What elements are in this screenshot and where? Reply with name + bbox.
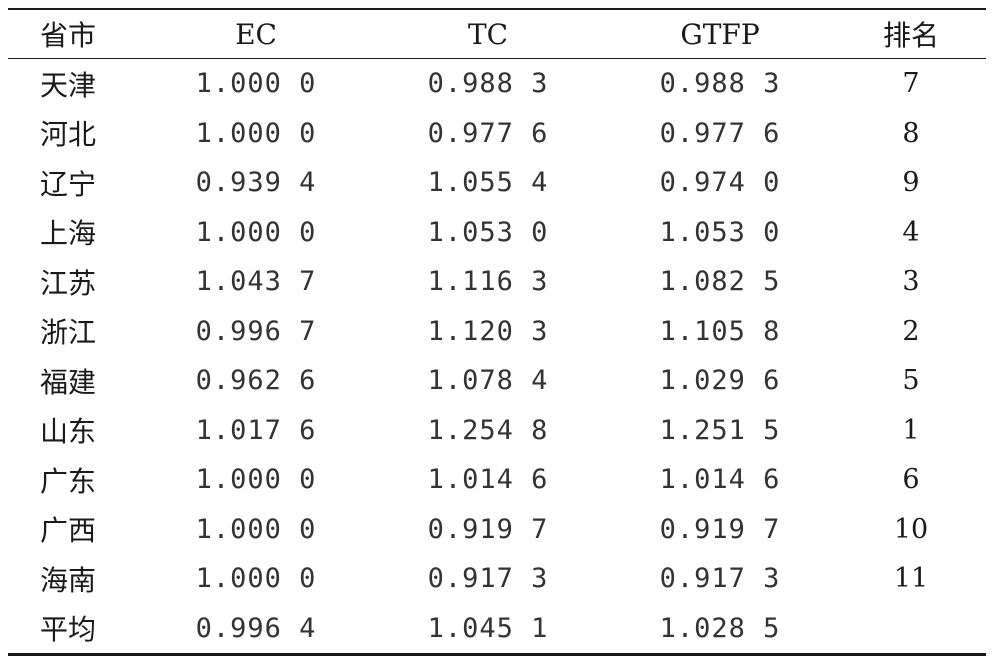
cell-tc: 1.254 8 [427, 414, 549, 446]
table-row: 山东 1.017 6 1.254 8 1.251 5 1 [8, 406, 986, 456]
cell-rank: 9 [902, 167, 920, 199]
table-bottom-rule [8, 653, 986, 656]
cell-rank: 4 [902, 216, 920, 248]
cell-region: 平均 [40, 613, 97, 647]
cell-rank: 6 [902, 464, 920, 496]
header-region: 省市 [40, 19, 97, 52]
table-row: 江苏 1.043 7 1.116 3 1.082 5 3 [8, 257, 986, 307]
cell-ec: 1.000 0 [195, 216, 317, 248]
cell-gtfp: 1.014 6 [659, 464, 781, 496]
cell-region: 福建 [40, 365, 97, 399]
cell-rank: 7 [902, 68, 920, 100]
cell-region: 浙江 [40, 316, 97, 350]
cell-rank: 8 [902, 117, 920, 149]
cell-ec: 1.017 6 [195, 414, 317, 446]
cell-gtfp: 1.105 8 [659, 315, 781, 347]
cell-gtfp: 0.977 6 [659, 117, 781, 149]
cell-tc: 1.014 6 [427, 464, 549, 496]
table-row: 上海 1.000 0 1.053 0 1.053 0 4 [8, 208, 986, 258]
cell-ec: 0.962 6 [195, 365, 317, 397]
table-row: 辽宁 0.939 4 1.055 4 0.974 0 9 [8, 158, 986, 208]
cell-tc: 0.919 7 [427, 513, 549, 545]
cell-region: 上海 [40, 217, 97, 251]
cell-gtfp: 1.251 5 [659, 414, 781, 446]
cell-region: 辽宁 [40, 167, 97, 201]
table-row: 浙江 0.996 7 1.120 3 1.105 8 2 [8, 307, 986, 357]
cell-tc: 1.116 3 [427, 266, 549, 298]
table-row: 天津 1.000 0 0.988 3 0.988 3 7 [8, 59, 986, 109]
cell-ec: 1.000 0 [195, 464, 317, 496]
table-row: 广东 1.000 0 1.014 6 1.014 6 6 [8, 455, 986, 505]
header-rank: 排名 [882, 19, 939, 52]
table-header-rule [8, 58, 986, 59]
table-row: 广西 1.000 0 0.919 7 0.919 7 10 [8, 505, 986, 555]
cell-region: 广西 [40, 514, 97, 548]
cell-tc: 1.053 0 [427, 216, 549, 248]
cell-gtfp: 1.029 6 [659, 365, 781, 397]
cell-ec: 0.939 4 [195, 167, 317, 199]
cell-rank: 10 [893, 513, 929, 545]
cell-ec: 0.996 7 [195, 315, 317, 347]
cell-ec: 1.000 0 [195, 563, 317, 595]
cell-tc: 1.045 1 [427, 612, 549, 644]
cell-tc: 0.917 3 [427, 563, 549, 595]
cell-region: 河北 [40, 118, 97, 152]
cell-rank: 3 [902, 266, 920, 298]
results-table: 省市 EC TC GTFP 排名 [8, 10, 986, 58]
cell-ec: 0.996 4 [195, 612, 317, 644]
cell-rank [836, 604, 986, 654]
cell-tc: 0.988 3 [427, 68, 549, 100]
cell-region: 广东 [40, 464, 97, 498]
cell-rank: 1 [902, 414, 920, 446]
table-row: 平均 0.996 4 1.045 1 1.028 5 [8, 604, 986, 654]
cell-region: 天津 [40, 68, 97, 102]
cell-gtfp: 1.053 0 [659, 216, 781, 248]
cell-tc: 1.078 4 [427, 365, 549, 397]
cell-tc: 1.055 4 [427, 167, 549, 199]
cell-region: 海南 [40, 563, 97, 597]
cell-gtfp: 1.028 5 [659, 612, 781, 644]
cell-tc: 1.120 3 [427, 315, 549, 347]
table-row: 河北 1.000 0 0.977 6 0.977 6 8 [8, 109, 986, 159]
header-tc: TC [467, 17, 509, 51]
cell-tc: 0.977 6 [427, 117, 549, 149]
cell-gtfp: 0.917 3 [659, 563, 781, 595]
cell-ec: 1.043 7 [195, 266, 317, 298]
table-row: 福建 0.962 6 1.078 4 1.029 6 5 [8, 356, 986, 406]
header-ec: EC [235, 17, 277, 51]
cell-gtfp: 0.974 0 [659, 167, 781, 199]
cell-rank: 11 [893, 563, 929, 595]
cell-region: 山东 [40, 415, 97, 449]
cell-gtfp: 0.988 3 [659, 68, 781, 100]
table-top-rule [8, 8, 986, 10]
cell-ec: 1.000 0 [195, 117, 317, 149]
cell-rank: 2 [902, 315, 920, 347]
table-header-row: 省市 EC TC GTFP 排名 [8, 10, 986, 58]
cell-ec: 1.000 0 [195, 513, 317, 545]
cell-gtfp: 0.919 7 [659, 513, 781, 545]
cell-gtfp: 1.082 5 [659, 266, 781, 298]
header-gtfp: GTFP [680, 17, 760, 51]
gtfp-table: 省市 EC TC GTFP 排名 天津 1.000 0 0.988 3 0.988 3… [8, 8, 986, 656]
results-table-body: 天津 1.000 0 0.988 3 0.988 3 7 河北 1.000 0 0.977 6… [8, 59, 986, 653]
table-row: 海南 1.000 0 0.917 3 0.917 3 11 [8, 554, 986, 604]
cell-ec: 1.000 0 [195, 68, 317, 100]
cell-region: 江苏 [40, 266, 97, 300]
cell-rank: 5 [902, 365, 920, 397]
